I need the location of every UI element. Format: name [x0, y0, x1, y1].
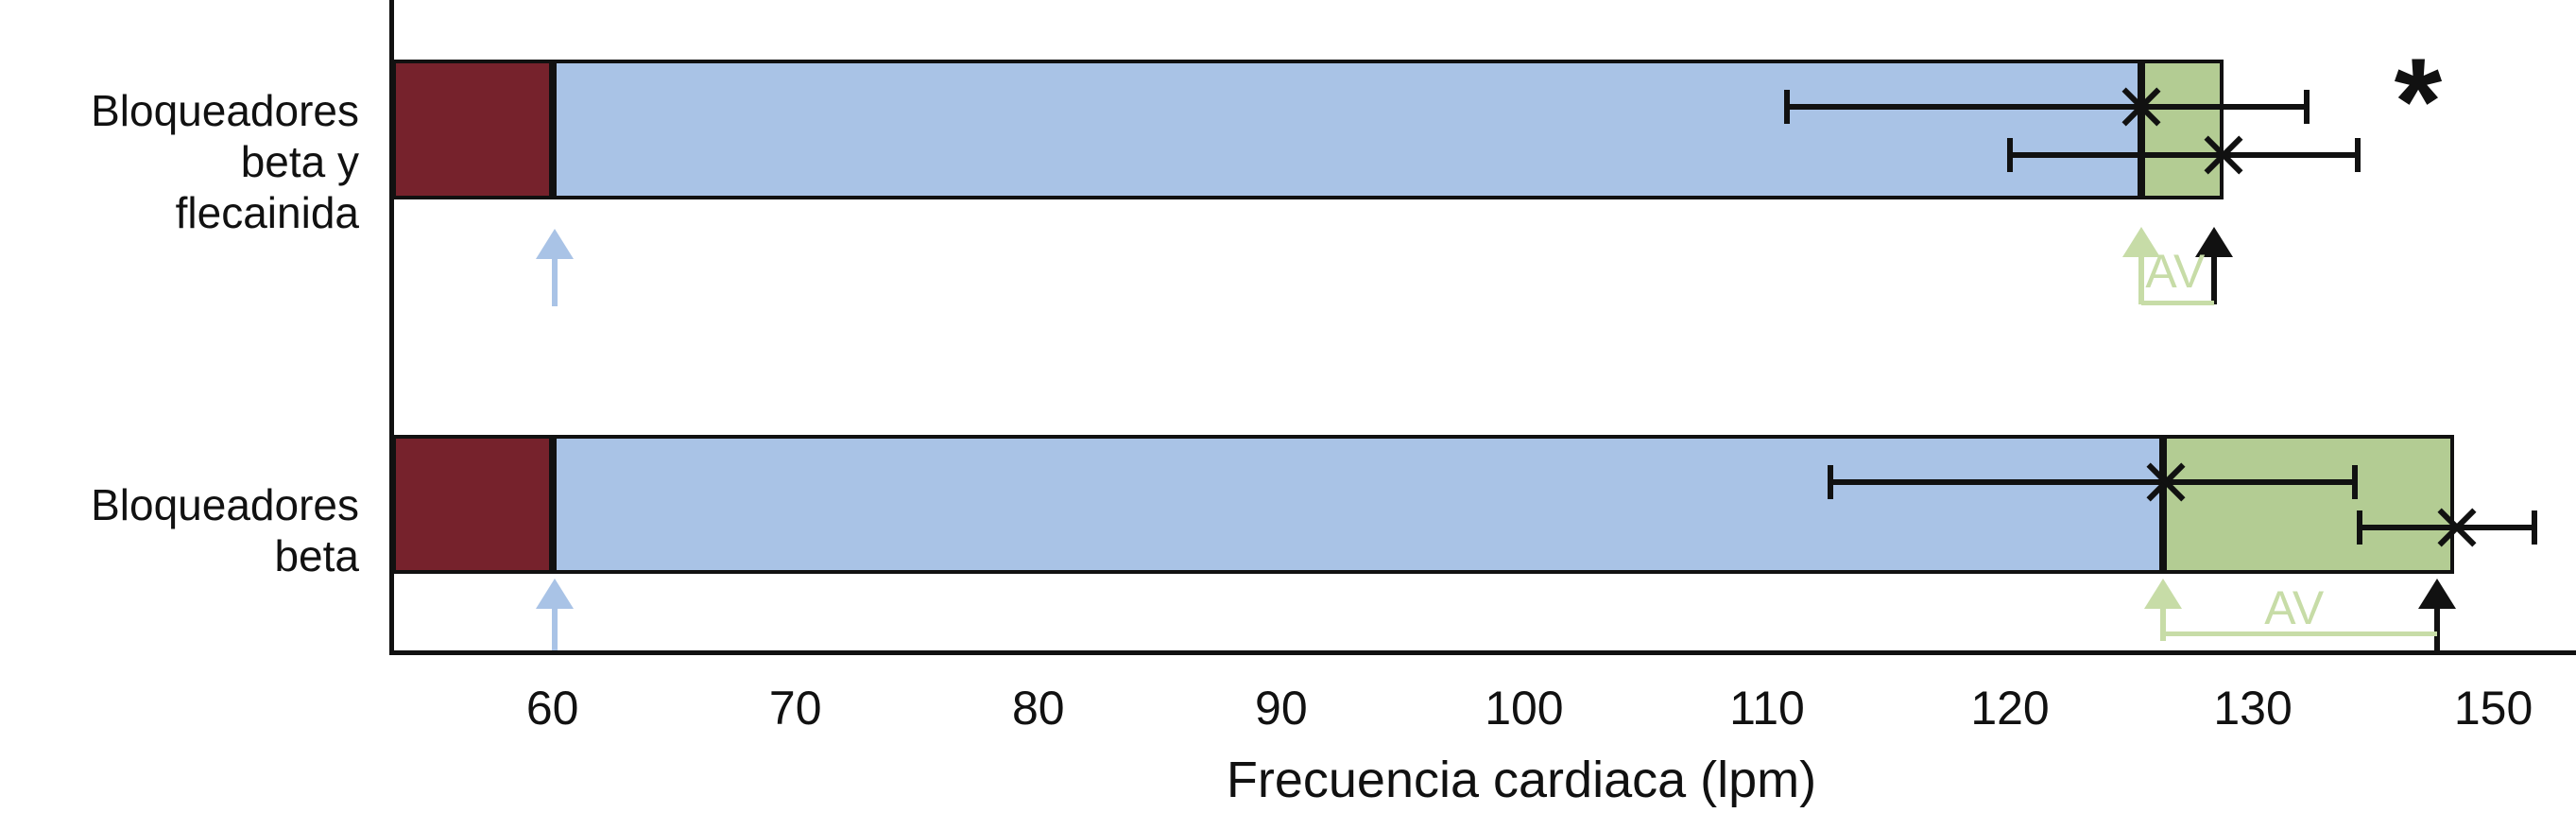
y-axis-line	[389, 0, 394, 655]
baseline-60-arrow	[536, 579, 575, 650]
x-tick-label: 60	[525, 682, 579, 735]
av-bracket-line	[2162, 631, 2438, 636]
x-tick-label: 110	[1729, 682, 1805, 735]
error-bar	[1827, 465, 2359, 499]
av-green-arrow-stem	[2159, 609, 2166, 641]
bar-segment-red	[392, 60, 553, 199]
x-tick-label: 130	[2213, 682, 2293, 735]
av-black-arrow-head	[2194, 227, 2233, 257]
category-label-beta: Bloqueadores beta	[91, 480, 359, 580]
av-green-arrow-head	[2143, 579, 2182, 609]
av-green-arrow-head	[2121, 227, 2160, 257]
baseline-60-arrow-stem	[552, 259, 558, 306]
error-bar	[2007, 138, 2361, 172]
error-bar	[1783, 90, 2310, 124]
mean-x-marker	[2146, 462, 2186, 502]
error-bar-right-cap	[2303, 90, 2310, 124]
av-green-arrow-stem	[2138, 257, 2144, 304]
bar-segment-blue	[552, 435, 2163, 574]
av-green-arrow	[2143, 579, 2182, 641]
x-axis-title: Frecuencia cardiaca (lpm)	[1226, 752, 1817, 808]
error-bar-left-cap	[1827, 465, 1833, 499]
mean-x-marker	[2121, 87, 2161, 127]
av-black-arrow	[2194, 227, 2233, 304]
x-tick-label: 120	[1970, 682, 2050, 735]
av-bracket-line	[2140, 301, 2214, 305]
bar-segment-green	[2162, 435, 2455, 574]
plot-area: 60 70 80 90 100 110 120 130 150 AV * AV	[392, 0, 2576, 813]
error-bar-left-cap	[2357, 510, 2363, 545]
mean-x-marker	[2204, 135, 2243, 175]
av-black-arrow-stem	[2434, 609, 2441, 650]
category-label-beta-flecainida: Bloqueadores beta y flecainida	[91, 86, 359, 237]
av-label: AV	[2264, 581, 2325, 634]
av-black-arrow	[2418, 579, 2457, 650]
error-bar-right-cap	[2352, 465, 2359, 499]
error-bar	[2357, 510, 2538, 545]
error-bar-right-cap	[2354, 138, 2361, 172]
mean-x-marker	[2437, 508, 2477, 547]
av-green-arrow	[2121, 227, 2160, 304]
bar-segment-green	[2140, 60, 2224, 199]
bar-segment-blue	[552, 60, 2141, 199]
x-tick-label: 90	[1255, 682, 1308, 735]
av-label: AV	[2145, 245, 2206, 298]
baseline-60-arrow-stem	[552, 609, 558, 650]
error-bar-left-cap	[2007, 138, 2014, 172]
av-black-arrow-head	[2418, 579, 2457, 609]
bar-segment-red	[392, 435, 553, 574]
significance-asterisk: *	[2394, 32, 2443, 170]
av-black-arrow-stem	[2210, 257, 2217, 304]
x-tick-label: 80	[1011, 682, 1065, 735]
x-tick-label: 100	[1485, 682, 1564, 735]
x-tick-label: 150	[2453, 682, 2533, 735]
baseline-60-arrow-head	[536, 579, 575, 609]
error-bar-right-cap	[2532, 510, 2538, 545]
baseline-60-arrow	[536, 229, 575, 306]
error-bar-left-cap	[1783, 90, 1790, 124]
x-axis-line	[389, 650, 2576, 655]
x-tick-label: 70	[768, 682, 822, 735]
baseline-60-arrow-head	[536, 229, 575, 259]
